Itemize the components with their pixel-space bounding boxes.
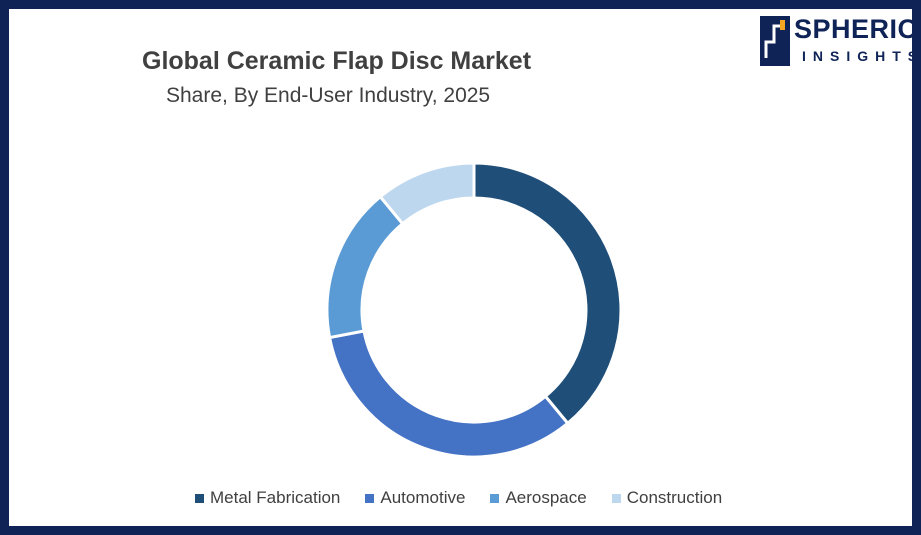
spherical-insights-logo: SPHERICAL INSIGHTS [760,12,921,68]
chart-legend: Metal Fabrication Automotive Aerospace Cons… [195,488,747,508]
legend-swatch [365,493,375,503]
legend-label: Metal Fabrication [210,488,341,507]
logo-mark-icon [760,16,790,66]
legend-item-automotive: Automotive [365,488,465,508]
legend-swatch [611,493,621,503]
donut-slice-automotive [327,329,570,459]
donut-slice-construction [378,161,476,226]
legend-item-aerospace: Aerospace [490,488,587,508]
legend-item-metal-fabrication: Metal Fabrication [195,488,340,508]
donut-slice-aerospace [325,194,405,340]
legend-swatch [490,493,500,503]
legend-item-construction: Construction [611,488,723,508]
logo-word-insights: INSIGHTS [802,48,921,64]
legend-label: Aerospace [505,488,587,507]
legend-label: Automotive [380,488,466,507]
legend-label: Construction [626,488,723,507]
chart-title: Global Ceramic Flap Disc Market [142,47,532,75]
donut-chart [325,161,620,459]
logo-word-spherical: SPHERICAL [794,14,921,44]
chart-subtitle: Share, By End-User Industry, 2025 [166,84,491,107]
legend-swatch [195,493,204,503]
donut-slice-metal-fabrication [472,161,620,426]
